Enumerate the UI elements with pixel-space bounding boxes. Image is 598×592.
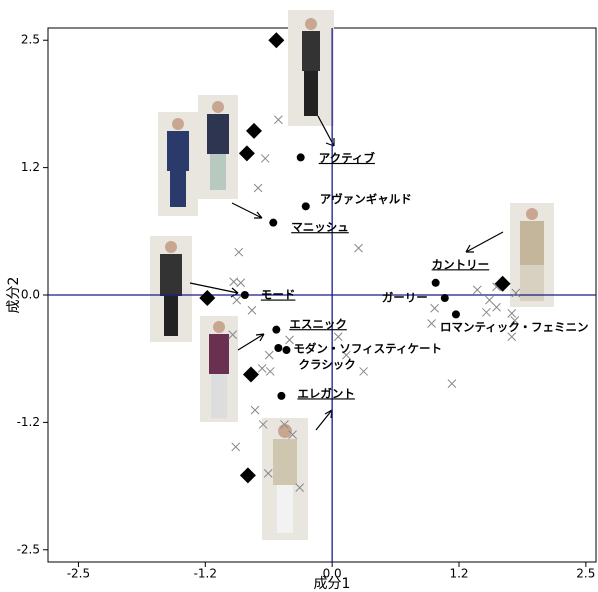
diamond-point (199, 290, 215, 306)
point-label: カントリー (432, 257, 490, 271)
photo (198, 95, 238, 199)
arrow (238, 334, 264, 350)
arrow (232, 203, 262, 218)
y-tick-label: 1.2 (21, 160, 40, 174)
x-point (286, 336, 294, 344)
x-point (258, 364, 266, 372)
y-axis-title: 成分2 (6, 277, 22, 314)
circle-point (432, 279, 440, 287)
circle-point (277, 392, 285, 400)
x-point (237, 279, 245, 287)
point-label: モダン・ソフィスティケート (293, 341, 442, 355)
y-tick-label: -1.2 (17, 415, 40, 429)
photo (288, 10, 334, 126)
x-point (233, 296, 241, 304)
point-label: ガーリー (382, 291, 428, 305)
circle-point (297, 153, 305, 161)
arrow (316, 410, 332, 430)
photos (150, 10, 554, 540)
point-label: ロマンティック・フェミニン (440, 320, 589, 334)
circle-point (274, 344, 282, 352)
point-label: マニッシュ (291, 220, 349, 234)
y-tick-label: -2.5 (17, 542, 40, 556)
x-point (493, 303, 501, 311)
x-point (266, 367, 274, 375)
diamond-point (495, 276, 511, 292)
x-point (508, 333, 516, 341)
x-point (254, 184, 262, 192)
x-point (473, 286, 481, 294)
photo (158, 112, 198, 216)
circle-point (272, 326, 280, 334)
x-tick-label: 1.2 (449, 567, 468, 581)
x-tick-label: 2.5 (576, 567, 595, 581)
circle-point (241, 291, 249, 299)
x-point (448, 380, 456, 388)
photo (150, 236, 192, 342)
point-label: エスニック (289, 317, 347, 331)
diamond-point (240, 467, 256, 483)
y-tick-label: 2.5 (21, 33, 40, 47)
x-point (334, 333, 342, 341)
x-point (248, 306, 256, 314)
x-point (482, 308, 490, 316)
x-point (485, 296, 493, 304)
point-label: エレガント (297, 386, 355, 400)
y-tick-label: 0.0 (21, 288, 40, 302)
x-point (274, 116, 282, 124)
x-point (265, 351, 273, 359)
x-tick-label: -1.2 (194, 567, 217, 581)
x-point (428, 320, 436, 328)
x-point (232, 443, 240, 451)
diamond-point (239, 145, 255, 161)
x-point (235, 248, 243, 256)
x-point (251, 406, 259, 414)
x-point (360, 367, 368, 375)
circle-point (441, 294, 449, 302)
point-label: アヴァンギャルド (320, 192, 412, 206)
x-point (261, 154, 269, 162)
circle-point (302, 202, 310, 210)
point-label: クラシック (298, 358, 355, 372)
circle-point (269, 219, 277, 227)
chart: 成分1 成分2 -2.5-1.20.01.22.52.51.20.0-1.2-2… (0, 0, 598, 592)
x-tick-label: 0.0 (323, 567, 342, 581)
photo (510, 203, 554, 307)
x-point (431, 304, 439, 312)
circle-point (282, 346, 290, 354)
x-point (355, 244, 363, 252)
photo (262, 418, 308, 540)
arrow (466, 232, 503, 252)
x-tick-label: -2.5 (67, 567, 90, 581)
diamond-point (268, 32, 284, 48)
photo (200, 316, 238, 422)
circle-point (452, 310, 460, 318)
x-point (230, 278, 238, 286)
point-label: モード (261, 288, 296, 302)
point-label: アクティブ (319, 151, 376, 165)
diamond-point (243, 366, 259, 382)
x-point (508, 309, 516, 317)
diamond-point (246, 123, 262, 139)
